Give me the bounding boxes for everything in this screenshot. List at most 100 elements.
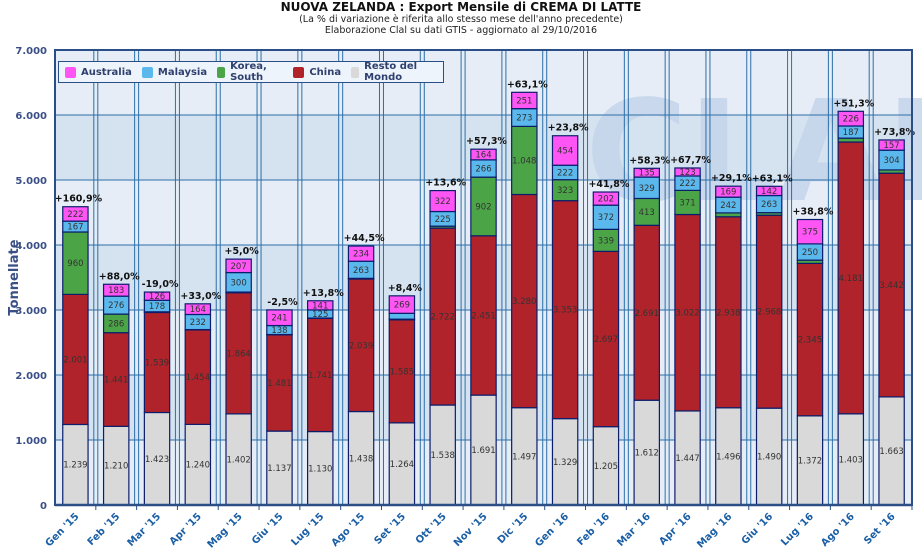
- bar-segment-resto-del-mondo[interactable]: [266, 430, 293, 506]
- bar-segment-korea-south[interactable]: [62, 231, 89, 296]
- bar-segment-china[interactable]: [184, 329, 212, 426]
- bar-segment-australia[interactable]: [347, 245, 375, 262]
- bar-segment-australia[interactable]: [266, 309, 293, 327]
- bar-segment-china[interactable]: [837, 141, 865, 415]
- bar-segment-china[interactable]: [470, 235, 497, 396]
- bar-value-label: 3.442: [879, 281, 903, 291]
- bar-segment-china[interactable]: [633, 224, 660, 401]
- bar-segment-china[interactable]: [266, 334, 293, 432]
- bar-segment-china[interactable]: [674, 213, 701, 412]
- percent-change-label: +67,7%: [670, 155, 711, 166]
- bar-segment-resto-del-mondo[interactable]: [511, 407, 538, 506]
- bar-segment-resto-del-mondo[interactable]: [102, 425, 130, 506]
- y-tick-label: 4.000: [15, 241, 47, 252]
- bar-segment-china[interactable]: [102, 332, 130, 427]
- bar-segment-australia[interactable]: [470, 148, 497, 161]
- bar-value-label: 187: [843, 128, 859, 138]
- bar-value-label: 126: [149, 292, 165, 302]
- bar-value-label: 902: [475, 202, 491, 212]
- bar-segment-australia[interactable]: [796, 218, 824, 245]
- bar-segment-resto-del-mondo[interactable]: [388, 422, 416, 506]
- bar-value-label: 286: [108, 319, 124, 329]
- bar-segment-australia[interactable]: [755, 185, 783, 197]
- bar-segment-australia[interactable]: [715, 185, 742, 198]
- bar-segment-australia[interactable]: [551, 135, 579, 166]
- bar-value-label: 2.001: [63, 355, 87, 365]
- bar-segment-china[interactable]: [347, 278, 375, 413]
- bar-segment-resto-del-mondo[interactable]: [755, 407, 783, 506]
- legend-label: Korea, South: [230, 61, 267, 83]
- bar-segment-australia[interactable]: [143, 291, 171, 301]
- bar-value-label: 263: [761, 200, 777, 210]
- bar-segment-resto-del-mondo[interactable]: [633, 399, 660, 506]
- legend-item-malaysia[interactable]: Malaysia: [141, 66, 207, 78]
- bar-value-label: 251: [516, 96, 532, 106]
- bar-segment-australia[interactable]: [633, 167, 660, 178]
- legend-swatch-australia: [65, 66, 76, 78]
- percent-change-label: +44,5%: [344, 233, 385, 244]
- bar-segment-china[interactable]: [429, 227, 456, 406]
- percent-change-label: +41,8%: [588, 179, 629, 190]
- bar-segment-resto-del-mondo[interactable]: [551, 418, 579, 506]
- bar-value-label: 157: [883, 141, 899, 151]
- bar-value-label: 1.539: [145, 358, 169, 368]
- bar-segment-china[interactable]: [307, 317, 334, 433]
- bar-segment-resto-del-mondo[interactable]: [143, 411, 171, 506]
- y-tick-label: 1.000: [15, 436, 47, 447]
- bar-segment-china[interactable]: [878, 172, 905, 398]
- y-axis-label: Tonnellate: [7, 239, 22, 315]
- bar-segment-australia[interactable]: [225, 258, 252, 274]
- x-tick-label: Giu '16: [740, 511, 776, 547]
- bar-segment-australia[interactable]: [102, 283, 130, 297]
- bar-segment-china[interactable]: [143, 311, 171, 414]
- bar-segment-korea-south[interactable]: [511, 125, 538, 196]
- y-tick-label: 6.000: [15, 111, 47, 122]
- bar-segment-australia[interactable]: [878, 139, 905, 151]
- bar-segment-china[interactable]: [62, 293, 89, 426]
- bar-segment-china[interactable]: [715, 216, 742, 409]
- bar-segment-korea-south[interactable]: [633, 197, 660, 226]
- x-tick-label: Giu '15: [250, 511, 286, 547]
- bar-segment-resto-del-mondo[interactable]: [715, 407, 742, 506]
- bar-segment-korea-south[interactable]: [470, 176, 497, 237]
- bar-segment-australia[interactable]: [388, 295, 416, 314]
- bar-segment-china[interactable]: [388, 319, 416, 424]
- bar-value-label: 1.329: [553, 458, 577, 468]
- bar-segment-resto-del-mondo[interactable]: [796, 415, 824, 506]
- legend-label: Australia: [81, 66, 132, 78]
- bar-segment-australia[interactable]: [592, 191, 620, 206]
- percent-change-label: -19,0%: [142, 279, 179, 290]
- bar-value-label: 1.210: [104, 462, 128, 472]
- bar-segment-australia[interactable]: [184, 303, 212, 316]
- bar-segment-australia[interactable]: [511, 91, 538, 110]
- bar-value-label: 371: [679, 198, 695, 208]
- bar-segment-australia[interactable]: [674, 167, 701, 177]
- bar-value-label: 241: [271, 314, 287, 324]
- percent-change-label: -2,5%: [267, 297, 298, 308]
- bar-segment-australia[interactable]: [429, 189, 456, 213]
- legend-item-china[interactable]: China: [293, 66, 341, 78]
- bar-segment-malaysia[interactable]: [592, 204, 620, 230]
- bar-segment-china[interactable]: [796, 262, 824, 417]
- bar-value-label: 222: [557, 168, 573, 178]
- bar-value-label: 138: [271, 326, 287, 336]
- bar-value-label: 3.280: [512, 297, 536, 307]
- bar-segment-korea-south[interactable]: [674, 189, 701, 216]
- bar-segment-resto-del-mondo[interactable]: [347, 410, 375, 506]
- legend-item-australia[interactable]: Australia: [65, 66, 132, 78]
- legend-swatch-resto: [351, 66, 360, 78]
- legend-item-resto-del-mondo[interactable]: Resto del Mondo: [351, 61, 433, 83]
- bar-segment-resto-del-mondo[interactable]: [184, 423, 212, 506]
- bar-segment-china[interactable]: [755, 214, 783, 409]
- bar-value-label: 142: [761, 187, 777, 197]
- bar-segment-australia[interactable]: [307, 300, 334, 311]
- bar-segment-australia[interactable]: [62, 206, 89, 222]
- bar-segment-malaysia[interactable]: [388, 312, 416, 320]
- legend-item-korea[interactable]: Korea, South: [217, 61, 283, 83]
- bar-segment-china[interactable]: [511, 193, 538, 409]
- bar-segment-australia[interactable]: [837, 110, 865, 127]
- x-tick-label: Dic '15: [496, 511, 531, 546]
- percent-change-label: +63,1%: [507, 79, 548, 90]
- bar-segment-china[interactable]: [592, 250, 620, 428]
- bar-value-label: 1.423: [145, 455, 169, 465]
